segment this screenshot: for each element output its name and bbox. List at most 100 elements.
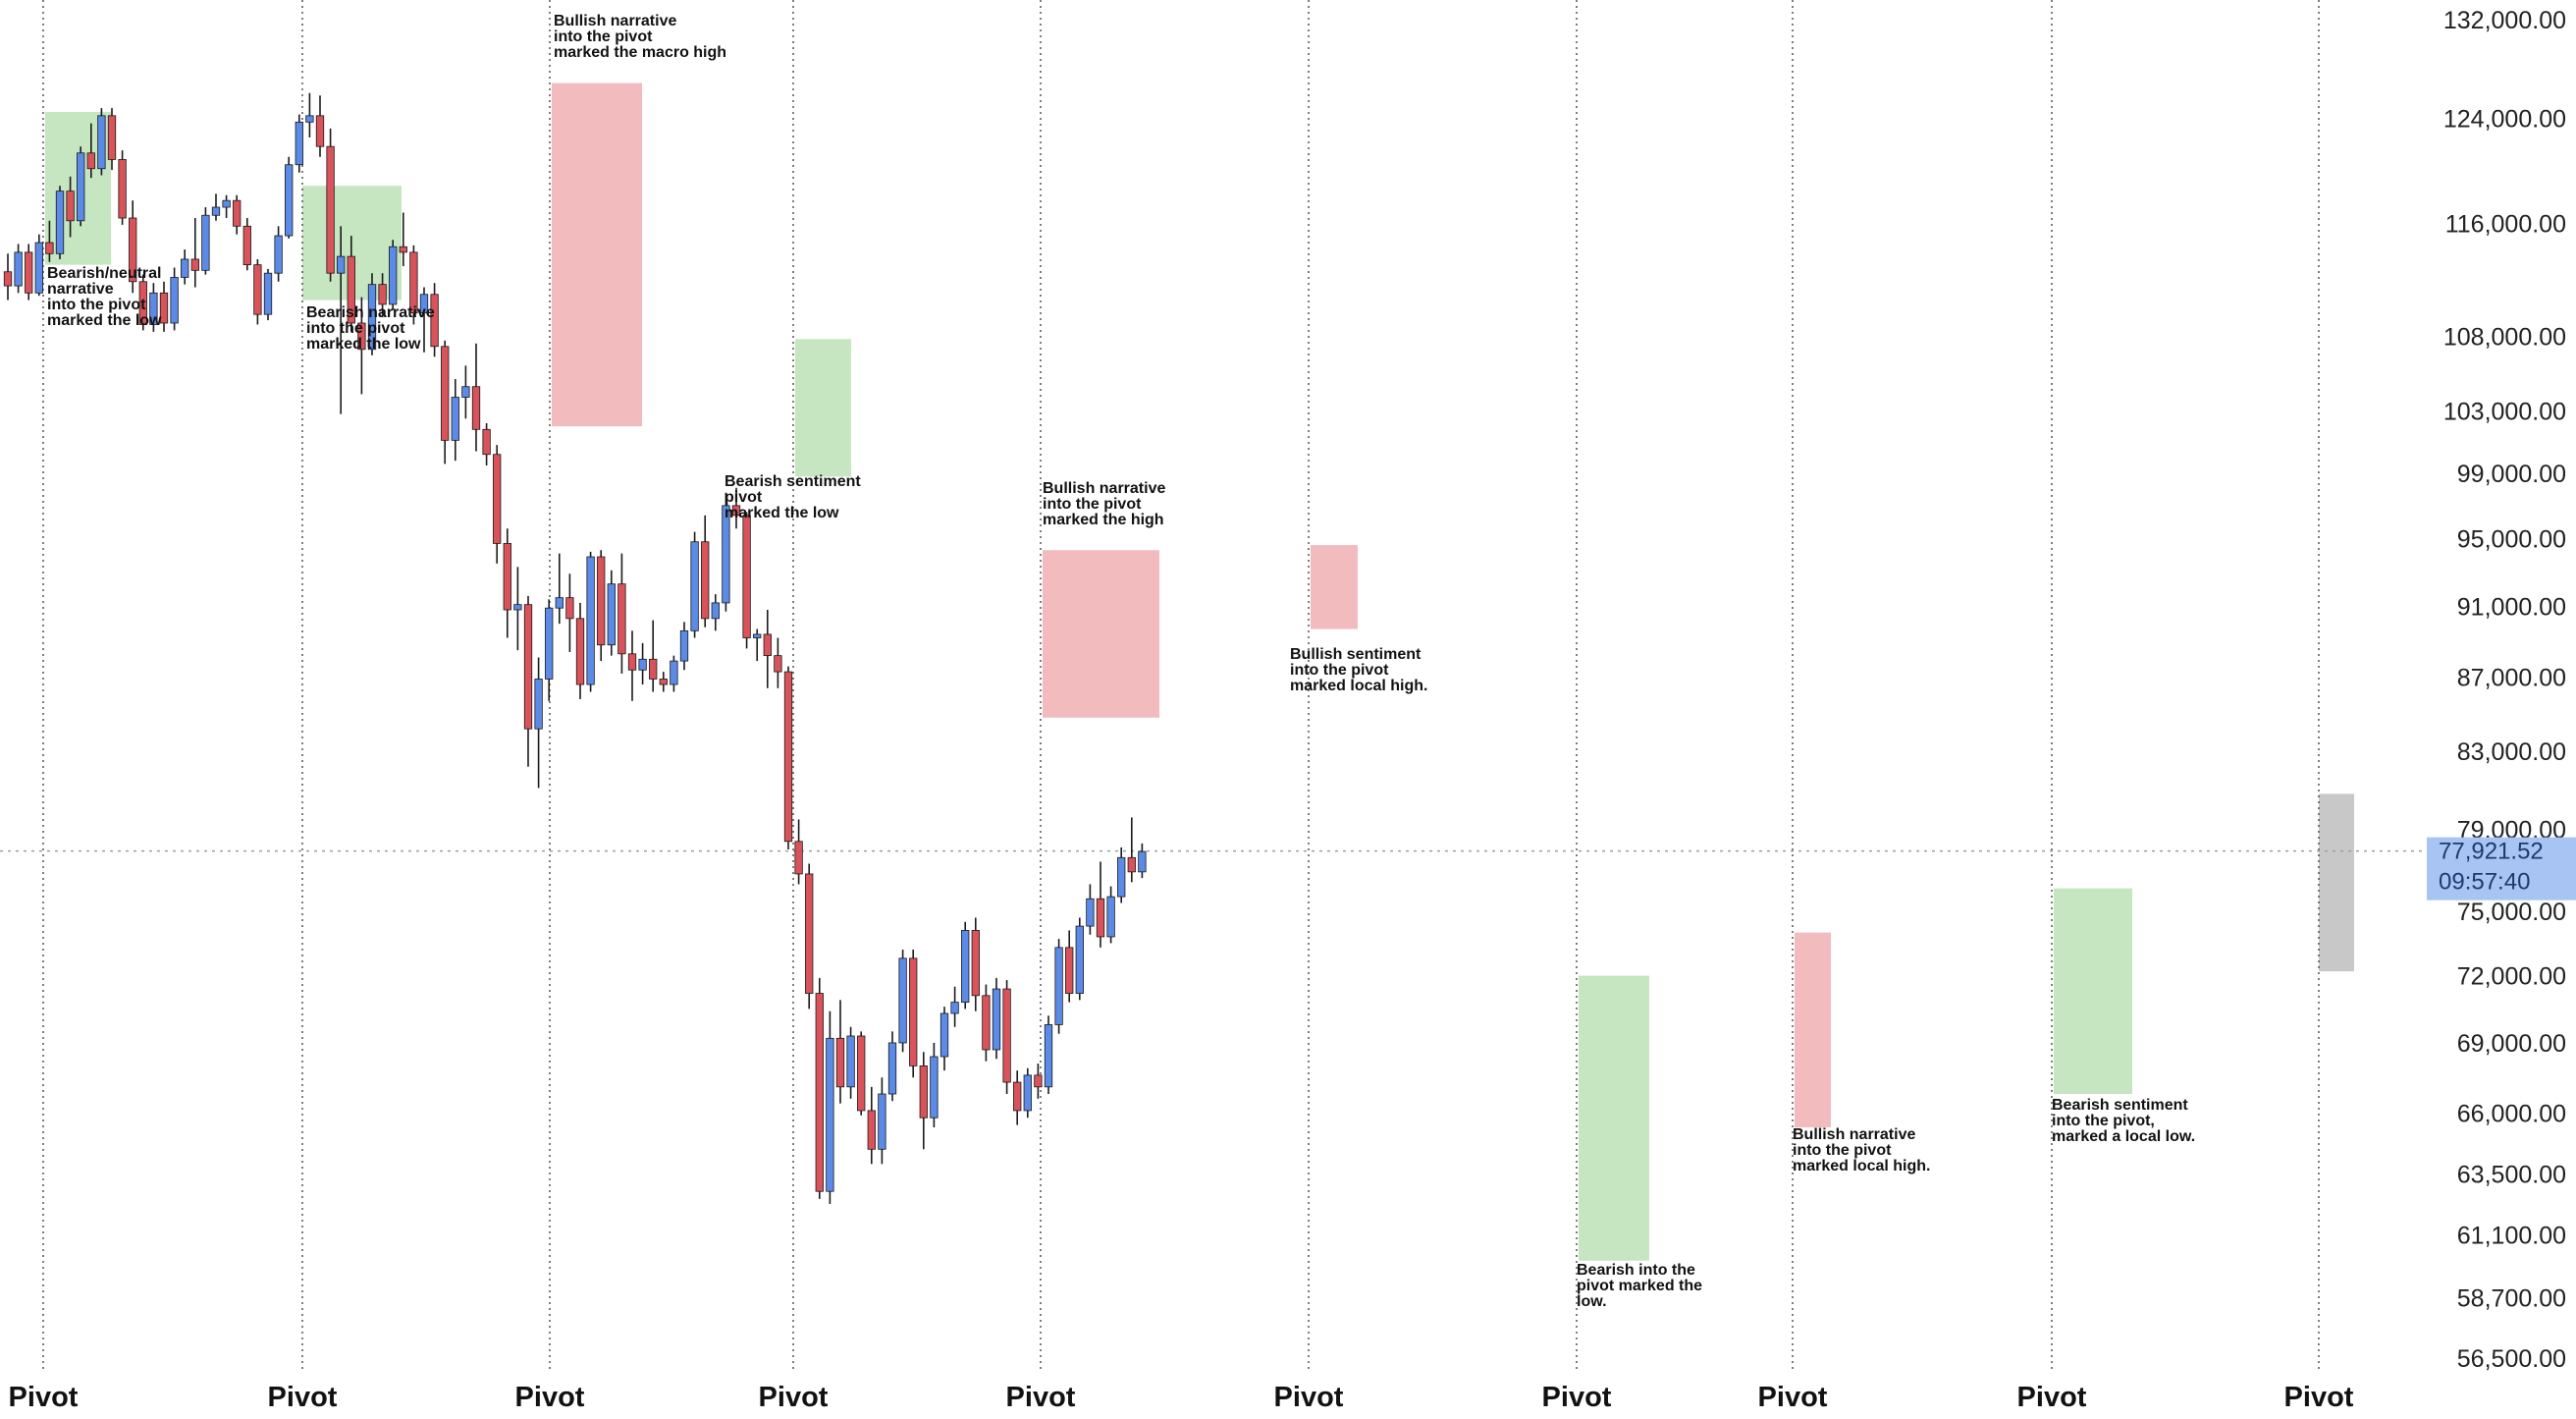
candle-body [461, 386, 470, 398]
candle [909, 950, 918, 1078]
candle [982, 984, 991, 1062]
annotation-line: Bullish sentiment [1290, 646, 1422, 663]
candle-body [190, 258, 199, 271]
y-tick-label: 66,000.00 [2457, 1100, 2566, 1127]
candle [222, 194, 231, 219]
candle-body [545, 607, 554, 680]
y-tick-label: 116,000.00 [2445, 211, 2566, 239]
candle [1034, 1064, 1043, 1099]
candle [617, 553, 626, 674]
candle [14, 244, 23, 294]
candle-body [86, 152, 95, 170]
candle-body [607, 583, 616, 646]
y-tick-label: 61,100.00 [2457, 1222, 2566, 1249]
time-axis[interactable]: Pivot Pivot Pivot Pivot Pivot Pivot Pivot Pivot… [9, 1382, 2354, 1413]
candle [138, 274, 147, 331]
annotation-line: into the pivot [554, 28, 653, 45]
candle-body [233, 199, 242, 227]
candle-body [815, 993, 824, 1192]
current-price-tag: 77,921.52 09:57:40 [2427, 837, 2576, 901]
candle-body [471, 386, 481, 430]
candle-body [523, 604, 533, 730]
candle [357, 297, 366, 395]
annotation-line: marked the low [724, 505, 839, 521]
candle-body [627, 653, 637, 671]
candle-body [774, 655, 782, 673]
annotation-line: into the pivot [47, 297, 146, 313]
candle [1002, 980, 1011, 1095]
candle-body [357, 322, 366, 351]
annotation-line: marked the macro high [554, 44, 726, 61]
candle-body [347, 255, 355, 324]
candle-body [930, 1056, 939, 1119]
candle-body [45, 242, 54, 254]
candle-body [783, 671, 793, 843]
candle [742, 512, 751, 649]
candle [347, 236, 355, 332]
zone-grey [2319, 793, 2354, 972]
candle [471, 343, 481, 452]
candle-body [753, 633, 762, 638]
candle [378, 273, 387, 318]
x-tick-label: Pivot [1758, 1382, 1828, 1413]
candle [1054, 939, 1063, 1034]
candle [545, 599, 554, 701]
candle [211, 193, 221, 221]
candle-body [378, 284, 387, 305]
candle-body [867, 1110, 876, 1150]
annotation-text: Bullish narrative into the pivot marked th… [554, 13, 726, 61]
candle-body [367, 284, 377, 351]
candle-body [399, 246, 407, 253]
candle [1117, 846, 1126, 903]
candle-body [34, 242, 43, 294]
candle [523, 595, 533, 767]
candle-body [211, 206, 221, 216]
candle [367, 273, 377, 355]
price-axis[interactable]: 132,000.00 124,000.00 116,000.00 108,000.00… [2443, 7, 2566, 1373]
candle [461, 365, 470, 419]
candle [3, 253, 13, 300]
candle-body [3, 271, 13, 287]
candle [534, 657, 543, 789]
y-tick-label: 63,500.00 [2457, 1161, 2566, 1188]
candle [753, 628, 762, 662]
candle [513, 567, 522, 651]
candle-body [731, 505, 741, 517]
candle-body [909, 957, 918, 1066]
candle [731, 487, 741, 529]
candle-body [170, 277, 179, 324]
candle [263, 268, 273, 321]
annotation-line: into the pivot [1290, 662, 1389, 679]
x-tick-label: Pivot [1274, 1382, 1344, 1413]
candle [711, 594, 720, 631]
candle-body [722, 505, 730, 604]
y-tick-label: 75,000.00 [2457, 899, 2566, 926]
annotation-line: into the pivot [1793, 1142, 1892, 1159]
candle [77, 146, 85, 227]
annotation-text: Bullish sentiment into the pivot marked lo… [1290, 646, 1427, 694]
candle [919, 1052, 928, 1150]
zone-red [1043, 550, 1159, 718]
candle [992, 977, 1001, 1060]
candle [409, 245, 418, 325]
candle [649, 620, 658, 692]
candle [659, 672, 668, 692]
candle-body [222, 199, 231, 208]
candle [1065, 930, 1074, 1003]
y-tick-label: 103,000.00 [2443, 398, 2566, 425]
candle-body [118, 159, 127, 219]
x-tick-label: Pivot [515, 1382, 585, 1413]
candle [722, 492, 730, 612]
annotation-text: Bullish narrative into the pivot marked th… [1043, 480, 1165, 528]
candle [181, 249, 189, 285]
annotation-line: into the pivot [1043, 496, 1142, 513]
annotation-line: Bearish sentiment [724, 473, 861, 490]
candle-body [295, 121, 303, 166]
candle [815, 977, 824, 1199]
candle-body [337, 255, 346, 274]
candle-body [763, 633, 772, 657]
candle-body [1138, 850, 1147, 873]
candle [1013, 1070, 1022, 1125]
